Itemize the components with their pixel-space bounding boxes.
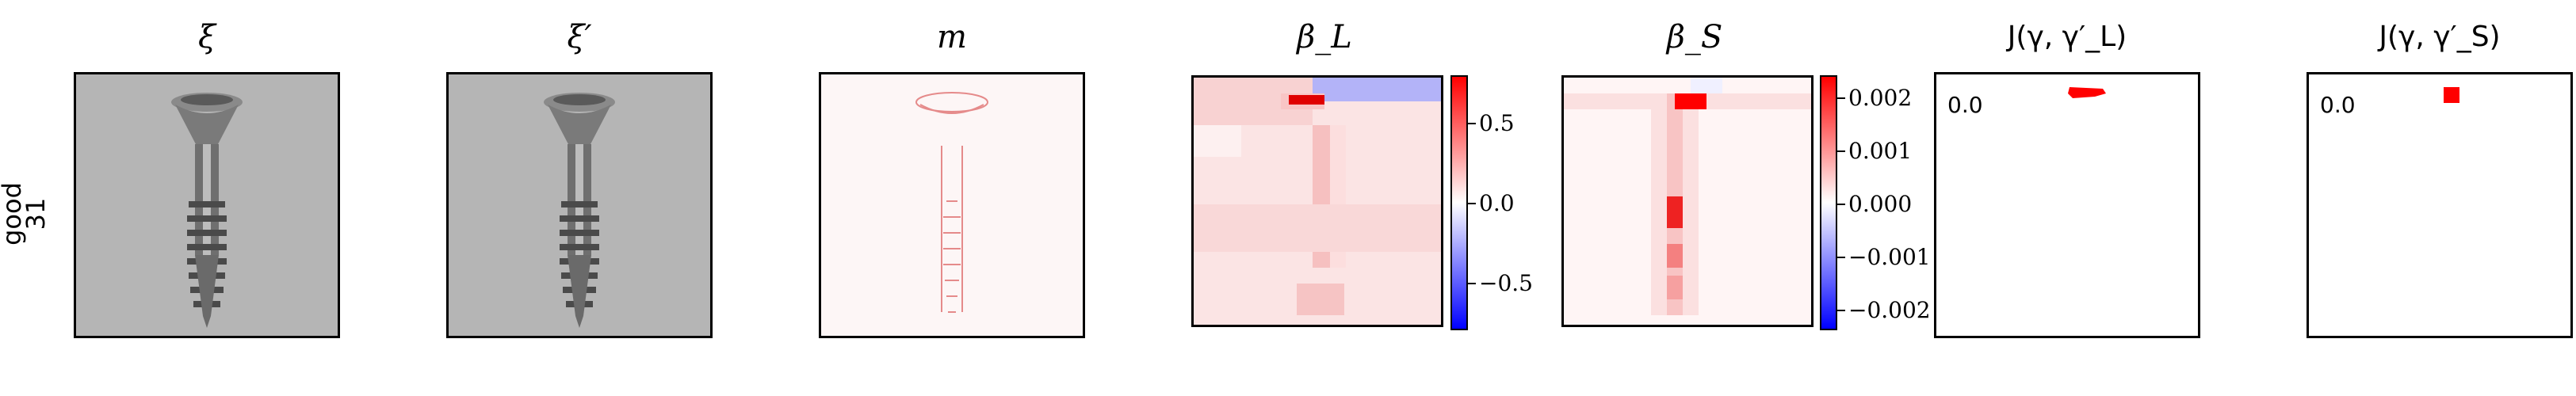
colorbar-beta-s [1820, 75, 1837, 330]
tick-beta-s-4: −0.002 [1848, 297, 1931, 323]
panel-beta-l [1191, 75, 1443, 327]
panel-beta-s [1561, 75, 1814, 327]
screw-image [171, 93, 243, 328]
title-xi: ξ [197, 19, 216, 55]
title-j-l: J(γ, γ′_L) [2007, 21, 2127, 53]
screw-image [544, 93, 615, 328]
panel-m [819, 72, 1085, 338]
row-label: good 31 [0, 166, 51, 261]
mask-outline [915, 92, 988, 313]
tick-beta-s-2: 0.000 [1848, 191, 1913, 217]
tick-beta-l-0: 0.5 [1479, 110, 1515, 136]
tick-beta-s-1: 0.001 [1848, 138, 1913, 164]
j-s-region [2444, 87, 2459, 103]
panel-j-s: 0.0 [2307, 72, 2573, 338]
title-beta-s: β_S [1666, 19, 1723, 55]
panel-j-l: 0.0 [1934, 72, 2200, 338]
j-l-region [2068, 87, 2106, 98]
title-j-s: J(γ, γ′_S) [2379, 21, 2501, 53]
tick-beta-l-2: −0.5 [1479, 270, 1533, 296]
row-label-index: 31 [21, 197, 51, 230]
title-xi-prime: ξ′ [567, 19, 592, 55]
panel-xi [74, 72, 340, 338]
title-m: m [937, 19, 967, 55]
colorbar-beta-l [1450, 75, 1468, 330]
j-s-value: 0.0 [2320, 92, 2356, 118]
tick-beta-s-0: 0.002 [1848, 85, 1913, 111]
panel-xi-prime [446, 72, 713, 338]
tick-beta-l-1: 0.0 [1479, 190, 1515, 216]
j-l-value: 0.0 [1947, 92, 1983, 118]
tick-beta-s-3: −0.001 [1848, 244, 1931, 270]
title-beta-l: β_L [1297, 19, 1352, 55]
